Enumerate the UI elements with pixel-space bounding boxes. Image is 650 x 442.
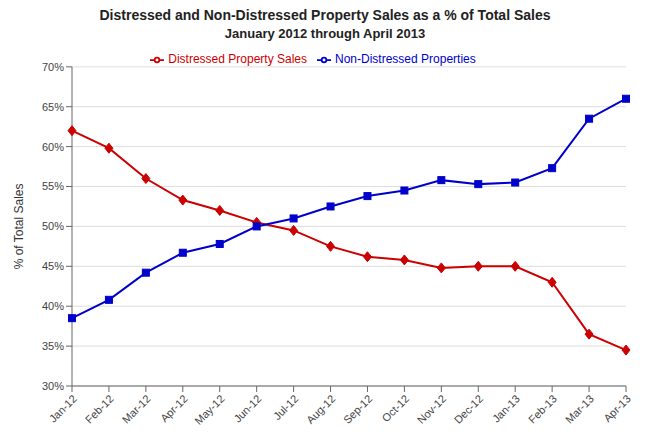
svg-text:Aug-12: Aug-12	[304, 392, 338, 426]
svg-text:55%: 55%	[42, 180, 64, 192]
svg-text:60%: 60%	[42, 141, 64, 153]
svg-text:Jan-13: Jan-13	[490, 392, 522, 424]
svg-text:Apr-12: Apr-12	[158, 392, 190, 424]
svg-text:Mar-12: Mar-12	[120, 392, 153, 425]
html-text:Distressed Property Sales: Distressed Property Sales	[168, 52, 307, 66]
svg-text:Sep-12: Sep-12	[341, 392, 375, 426]
svg-text:Mar-13: Mar-13	[563, 392, 596, 425]
svg-text:Oct-12: Oct-12	[380, 392, 412, 424]
html-text:Non-Distressed Properties: Non-Distressed Properties	[335, 52, 476, 66]
svg-text:45%: 45%	[42, 260, 64, 272]
html-text:Distressed and Non-Distressed: Distressed and Non-Distressed Property S…	[99, 7, 551, 23]
svg-text:Jul-12: Jul-12	[271, 392, 301, 422]
svg-text:30%: 30%	[42, 380, 64, 392]
svg-text:50%: 50%	[42, 220, 64, 232]
svg-text:65%: 65%	[42, 101, 64, 113]
svg-text:Nov-12: Nov-12	[415, 392, 449, 426]
svg-text:70%: 70%	[42, 61, 64, 73]
svg-text:35%: 35%	[42, 340, 64, 352]
svg-text:May-12: May-12	[192, 392, 226, 426]
svg-text:Jun-12: Jun-12	[231, 392, 263, 424]
svg-text:Feb-12: Feb-12	[83, 392, 116, 425]
svg-text:Feb-13: Feb-13	[526, 392, 559, 425]
svg-text:Jan-12: Jan-12	[47, 392, 79, 424]
svg-text:Apr-13: Apr-13	[601, 392, 633, 424]
svg-text:40%: 40%	[42, 300, 64, 312]
html-text:January 2012 through April 201: January 2012 through April 2013	[224, 26, 426, 41]
svg-text:% of Total Sales: % of Total Sales	[12, 184, 26, 270]
svg-text:Dec-12: Dec-12	[452, 392, 486, 426]
